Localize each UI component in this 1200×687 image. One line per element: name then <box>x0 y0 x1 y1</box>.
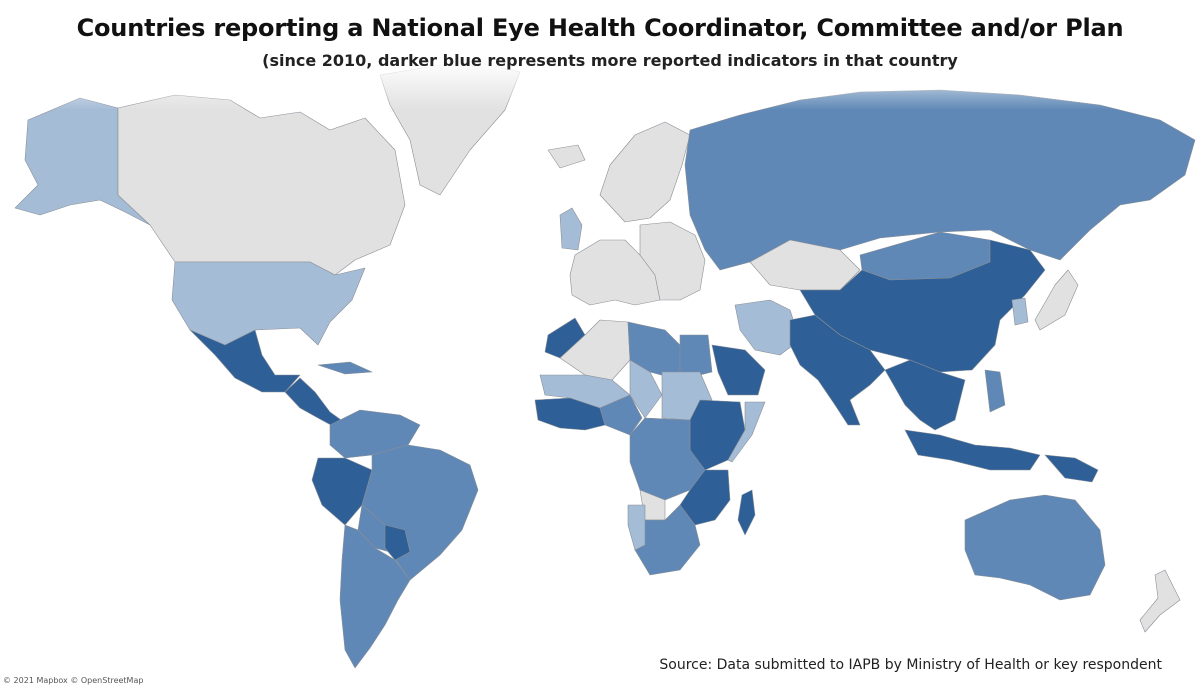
map-attribution: © 2021 Mapbox © OpenStreetMap <box>3 676 144 685</box>
country-new-zealand[interactable]: New Zealand <box>1139 569 1181 633</box>
country-iceland[interactable]: Iceland <box>547 144 586 169</box>
country-eastern-europe[interactable]: Eastern Europe <box>639 221 706 301</box>
country-scandinavia[interactable]: Scandinavia <box>599 121 691 223</box>
country-papua-new-guinea[interactable]: Papua New Guinea <box>1044 454 1099 483</box>
country-madagascar[interactable]: Madagascar <box>737 489 756 536</box>
country-mexico[interactable]: Mexico <box>189 329 301 393</box>
country-namibia[interactable]: Namibia <box>627 504 646 551</box>
country-japan[interactable]: Japan <box>1034 269 1079 331</box>
country-southern-africa[interactable]: Southern Africa <box>634 504 701 576</box>
country-peru[interactable]: Peru <box>311 457 373 526</box>
country-egypt[interactable]: Egypt <box>679 334 713 381</box>
country-argentina-chile[interactable]: Argentina / Chile <box>339 524 411 669</box>
country-united-kingdom[interactable]: United Kingdom <box>559 207 583 251</box>
country-indonesia[interactable]: Indonesia <box>904 429 1041 471</box>
country-bolivia[interactable]: Bolivia <box>357 504 391 553</box>
country-kazakhstan[interactable]: Kazakhstan <box>749 239 861 291</box>
country-chad[interactable]: Chad <box>629 359 663 419</box>
source-note: Source: Data submitted to IAPB by Minist… <box>659 657 1162 673</box>
country-cuba[interactable]: Cuba <box>317 361 373 375</box>
map-title: Countries reporting a National Eye Healt… <box>76 14 1124 42</box>
country-southeast-asia[interactable]: Southeast Asia <box>884 359 966 431</box>
country-iran[interactable]: Iran <box>734 299 801 356</box>
top-fade <box>0 0 1200 110</box>
country-nigeria[interactable]: Nigeria <box>599 394 643 436</box>
country-west-africa[interactable]: West Africa <box>534 397 606 431</box>
country-canada[interactable]: Canada <box>117 94 406 276</box>
country-western-europe[interactable]: Western Europe <box>569 239 661 306</box>
country-south-asia[interactable]: South Asia <box>789 314 886 426</box>
country-saudi-arabia[interactable]: Saudi Arabia <box>711 344 766 396</box>
country-australia[interactable]: Australia <box>964 494 1106 601</box>
map-subtitle: (since 2010, darker blue represents more… <box>262 51 958 70</box>
country-korea[interactable]: Korea <box>1011 297 1029 326</box>
country-philippines[interactable]: Philippines <box>984 369 1006 413</box>
country-somalia[interactable]: Somalia <box>727 401 766 463</box>
country-paraguay[interactable]: Paraguay <box>384 524 411 561</box>
